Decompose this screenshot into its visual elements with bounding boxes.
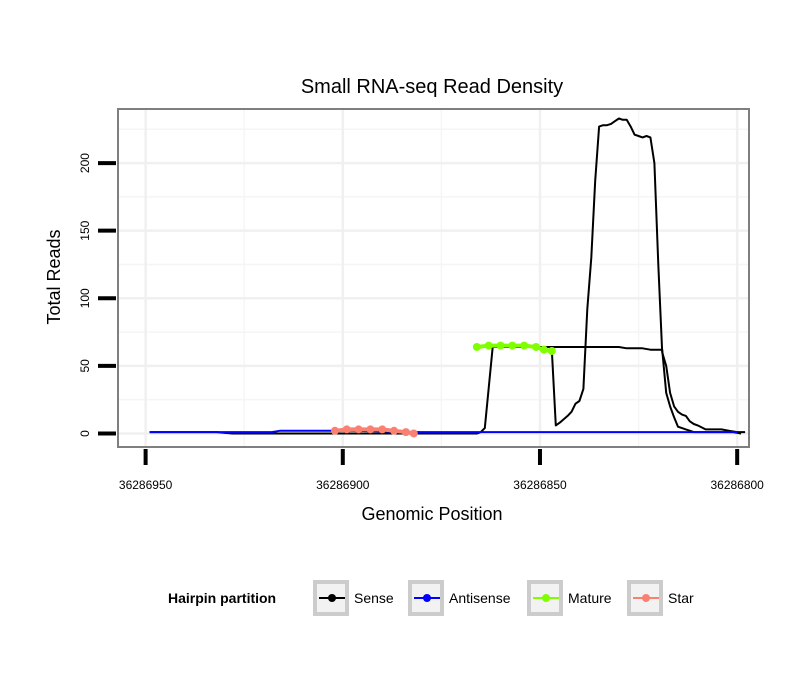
y-tick-label: 200 xyxy=(78,153,92,173)
legend: Hairpin partition Sense Antisense Mature St… xyxy=(168,580,694,616)
x-tick-label: 36286850 xyxy=(513,478,567,492)
data-point-mature xyxy=(547,347,556,356)
data-point-star xyxy=(354,425,363,434)
legend-label-sense: Sense xyxy=(354,590,394,606)
x-tick-label: 36286800 xyxy=(710,478,764,492)
data-point-star xyxy=(330,426,339,435)
x-tick-label: 36286900 xyxy=(316,478,370,492)
y-tick-label: 0 xyxy=(78,430,92,437)
legend-marker-antisense xyxy=(423,594,431,602)
grid-major xyxy=(118,109,749,447)
legend-label-mature: Mature xyxy=(568,590,612,606)
series-layer xyxy=(149,117,746,438)
y-tick-label: 50 xyxy=(78,359,92,373)
chart-title: Small RNA-seq Read Density xyxy=(301,76,563,98)
data-point-star xyxy=(342,425,351,434)
x-tick-label: 36286950 xyxy=(119,478,173,492)
data-point-star xyxy=(378,425,387,434)
plot-area xyxy=(117,108,750,448)
legend-marker-sense xyxy=(328,594,336,602)
data-point-mature xyxy=(496,341,505,350)
x-axis: 36286950 36286900 36286850 36286800 xyxy=(119,449,764,492)
data-point-star xyxy=(409,429,418,438)
data-point-mature xyxy=(532,342,541,351)
legend-title: Hairpin partition xyxy=(168,590,276,606)
y-axis: 0 50 100 150 200 xyxy=(78,153,116,437)
legend-label-antisense: Antisense xyxy=(449,590,511,606)
x-axis-label: Genomic Position xyxy=(361,504,502,524)
legend-label-star: Star xyxy=(668,590,694,606)
y-axis-label: Total Reads xyxy=(44,229,64,324)
data-point-mature xyxy=(539,345,548,354)
series-line-sense-tail xyxy=(550,117,746,434)
data-point-star xyxy=(366,425,375,434)
grid-minor xyxy=(118,109,749,447)
data-point-mature xyxy=(484,341,493,350)
data-point-mature xyxy=(472,342,481,351)
plot-border xyxy=(117,108,750,448)
y-tick-label: 100 xyxy=(78,288,92,308)
legend-marker-star xyxy=(642,594,650,602)
y-tick-label: 150 xyxy=(78,220,92,240)
legend-marker-mature xyxy=(542,594,550,602)
data-point-star xyxy=(390,426,399,435)
data-point-star xyxy=(401,428,410,437)
data-point-mature xyxy=(520,341,529,350)
data-point-mature xyxy=(508,341,517,350)
plot-panel xyxy=(118,109,749,447)
